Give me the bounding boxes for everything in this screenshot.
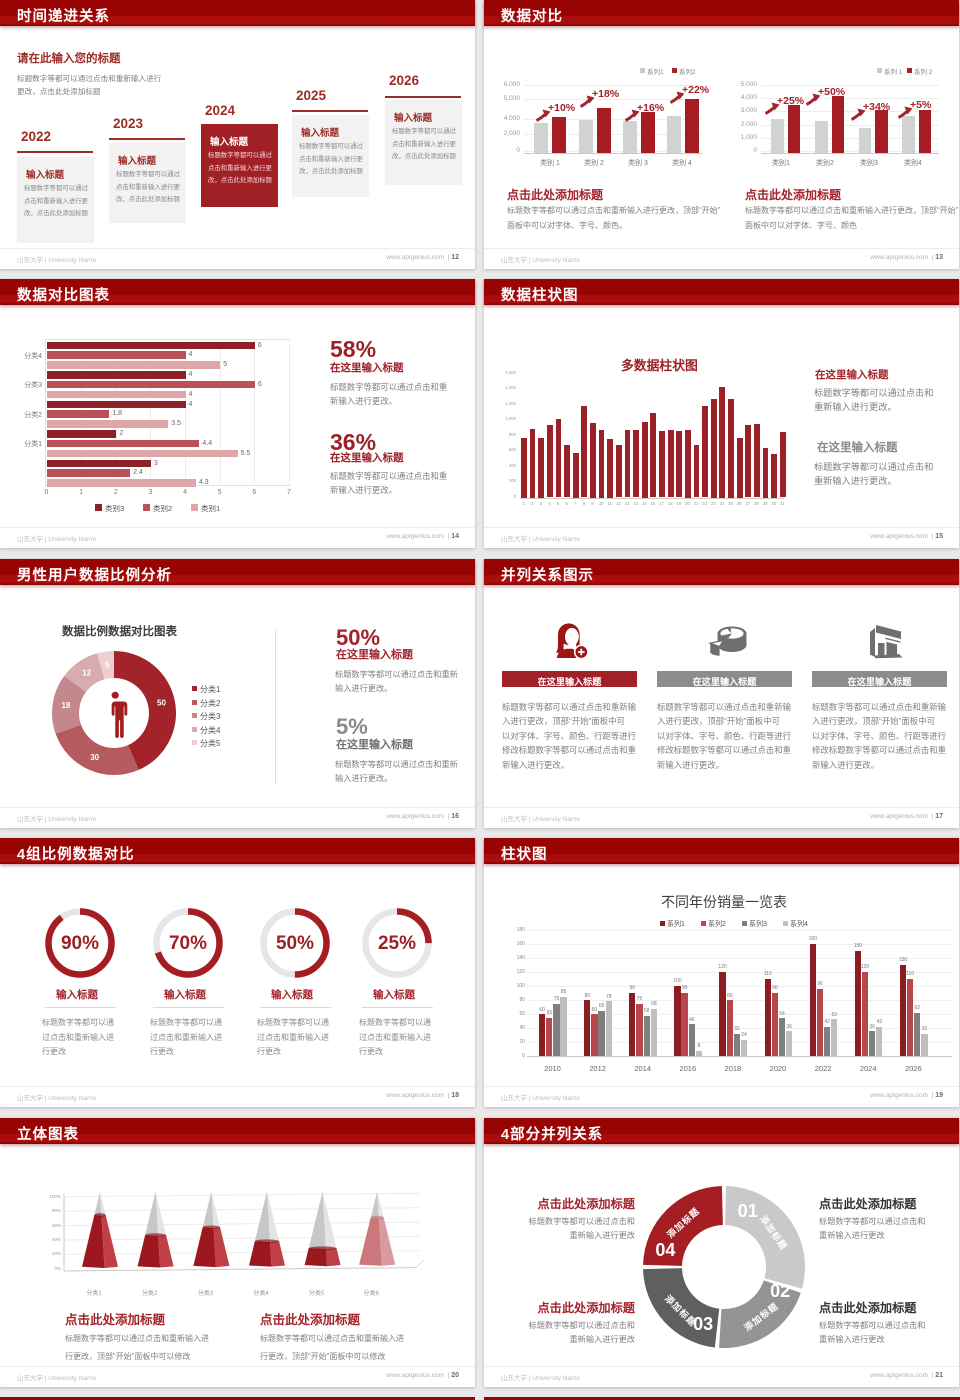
svg-text:50: 50 <box>157 699 166 708</box>
svg-text:12: 12 <box>82 669 91 678</box>
svg-text:30: 30 <box>90 753 99 762</box>
svg-text:18: 18 <box>62 701 71 710</box>
svg-text:5: 5 <box>105 661 110 670</box>
